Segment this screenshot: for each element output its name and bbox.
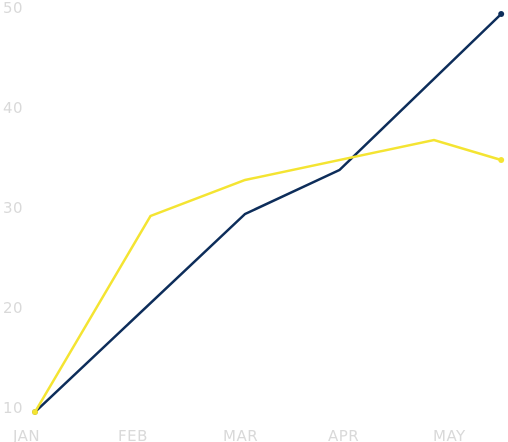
x-tick-label: MAR [223, 427, 258, 442]
series-1-point [498, 11, 505, 17]
series-2-point [32, 409, 38, 415]
y-tick-label: 10 [3, 399, 23, 417]
y-tick-label: 40 [3, 99, 23, 117]
series-layer [32, 11, 505, 415]
x-tick-label: MAY [433, 427, 466, 442]
series-line-2 [33, 138, 503, 414]
x-tick-label: JAN [12, 427, 40, 442]
series-line-1 [33, 12, 503, 414]
y-axis-ticks: 10 20 30 40 50 [3, 0, 23, 417]
y-tick-label: 50 [3, 0, 23, 17]
y-tick-label: 20 [3, 299, 23, 317]
x-tick-label: APR [328, 427, 359, 442]
series-2-point [498, 157, 505, 163]
x-tick-label: FEB [118, 427, 148, 442]
x-axis-ticks: JAN FEB MAR APR MAY [12, 427, 466, 442]
y-tick-label: 30 [3, 199, 23, 217]
